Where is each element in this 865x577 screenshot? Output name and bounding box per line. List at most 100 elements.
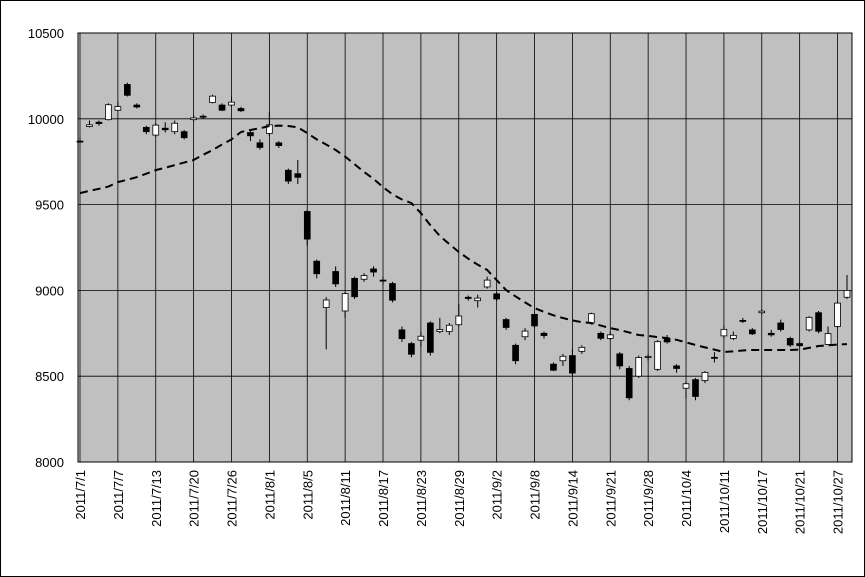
- x-tick-label: 2011/8/23: [414, 470, 429, 527]
- candle-body: [767, 332, 775, 336]
- candle-body: [284, 169, 292, 182]
- candle-body: [483, 279, 491, 288]
- candle-body: [266, 124, 273, 134]
- candle-body: [673, 365, 680, 369]
- candle-body: [294, 173, 302, 178]
- candle-body: [313, 260, 321, 275]
- candle-body: [531, 314, 538, 327]
- candle-body: [625, 368, 633, 399]
- candle-body: [389, 283, 396, 301]
- candle-body: [370, 268, 377, 273]
- candle-body: [606, 334, 614, 339]
- candle-body: [616, 353, 624, 367]
- candle-body: [701, 372, 709, 381]
- x-tick-label: 2011/7/1: [73, 470, 88, 520]
- x-tick-label: 2011/10/21: [793, 470, 808, 534]
- x-tick-label: 2011/10/4: [679, 470, 694, 527]
- candle-body: [502, 319, 510, 328]
- x-tick-label: 2011/7/7: [111, 470, 126, 520]
- candle-body: [464, 296, 472, 299]
- plot-area: [77, 32, 853, 463]
- candle-body: [644, 356, 652, 358]
- candle-body: [171, 122, 179, 133]
- x-tick-label: 2011/10/11: [717, 470, 732, 533]
- y-tick-label: 10000: [28, 112, 64, 127]
- y-tick-label: 8500: [35, 369, 64, 384]
- candle-body: [124, 84, 131, 96]
- x-tick-label: 2011/7/13: [149, 470, 164, 527]
- candle-body: [805, 316, 813, 331]
- candle-body: [635, 357, 643, 377]
- x-tick-label: 2011/10/27: [831, 470, 846, 534]
- candle-body: [341, 293, 349, 312]
- candle-body: [682, 383, 690, 389]
- y-tick-label: 10500: [28, 26, 64, 41]
- candle-body: [815, 312, 822, 332]
- candle-body: [569, 355, 576, 374]
- candle-body: [114, 106, 122, 111]
- candle-body: [550, 363, 557, 371]
- y-tick-label: 9500: [35, 198, 64, 213]
- x-tick-label: 2011/9/2: [490, 470, 505, 520]
- candle-body: [777, 322, 785, 330]
- candle-body: [190, 117, 197, 121]
- candle-body: [692, 379, 699, 397]
- candle-body: [228, 101, 235, 106]
- y-tick-label: 8000: [35, 455, 64, 470]
- candle-body: [521, 330, 529, 338]
- candle-body: [445, 324, 453, 332]
- candle-body: [152, 124, 160, 136]
- candle-body: [730, 334, 737, 339]
- candle-body: [322, 299, 330, 308]
- candle-body: [379, 279, 387, 282]
- candle-body: [824, 333, 832, 345]
- candle-body: [834, 302, 841, 327]
- x-tick-label: 2011/8/17: [376, 470, 391, 527]
- candle-body: [588, 313, 595, 324]
- candle-body: [720, 328, 728, 337]
- x-tick-label: 2011/7/26: [225, 470, 240, 527]
- candle-body: [142, 126, 150, 133]
- candle-body: [417, 335, 425, 341]
- candle-body: [739, 320, 747, 322]
- x-tick-label: 2011/9/28: [641, 470, 656, 527]
- x-tick-label: 2011/9/21: [603, 470, 618, 527]
- candle-body: [351, 277, 358, 298]
- candle-body: [559, 355, 567, 362]
- candle-body: [540, 332, 548, 336]
- candle-body: [796, 343, 803, 347]
- candle-body: [578, 346, 586, 352]
- x-tick-label: 2011/9/8: [528, 470, 543, 520]
- x-tick-label: 2011/8/11: [338, 470, 353, 526]
- x-tick-label: 2011/8/29: [452, 470, 467, 527]
- candle-body: [199, 115, 207, 118]
- candle-body: [86, 124, 93, 127]
- candle-body: [398, 329, 406, 340]
- candle-body: [332, 271, 339, 285]
- x-tick-label: 2011/8/1: [262, 470, 277, 520]
- x-tick-label: 2011/9/14: [565, 470, 580, 527]
- moving-average: [79, 124, 848, 354]
- candle-body: [180, 131, 188, 139]
- candle-body: [247, 132, 254, 137]
- candle-body: [427, 322, 434, 353]
- candle-body: [455, 315, 463, 326]
- candle-body: [161, 127, 169, 131]
- x-tick-label: 2011/7/20: [187, 470, 202, 527]
- candle-body: [303, 211, 311, 240]
- x-tick-label: 2011/8/5: [300, 470, 315, 520]
- candle-body: [654, 341, 661, 370]
- candle-body: [105, 104, 112, 121]
- candle-body: [493, 293, 500, 300]
- candle-body: [133, 104, 141, 108]
- candle-body: [95, 121, 103, 125]
- candle-body: [597, 332, 605, 339]
- candle-body: [408, 343, 415, 355]
- candle-body: [218, 104, 226, 111]
- candle-body: [512, 344, 519, 362]
- candle-body: [237, 108, 245, 112]
- candle-body: [256, 142, 264, 148]
- candle-body: [748, 329, 756, 335]
- candle-body: [360, 275, 368, 280]
